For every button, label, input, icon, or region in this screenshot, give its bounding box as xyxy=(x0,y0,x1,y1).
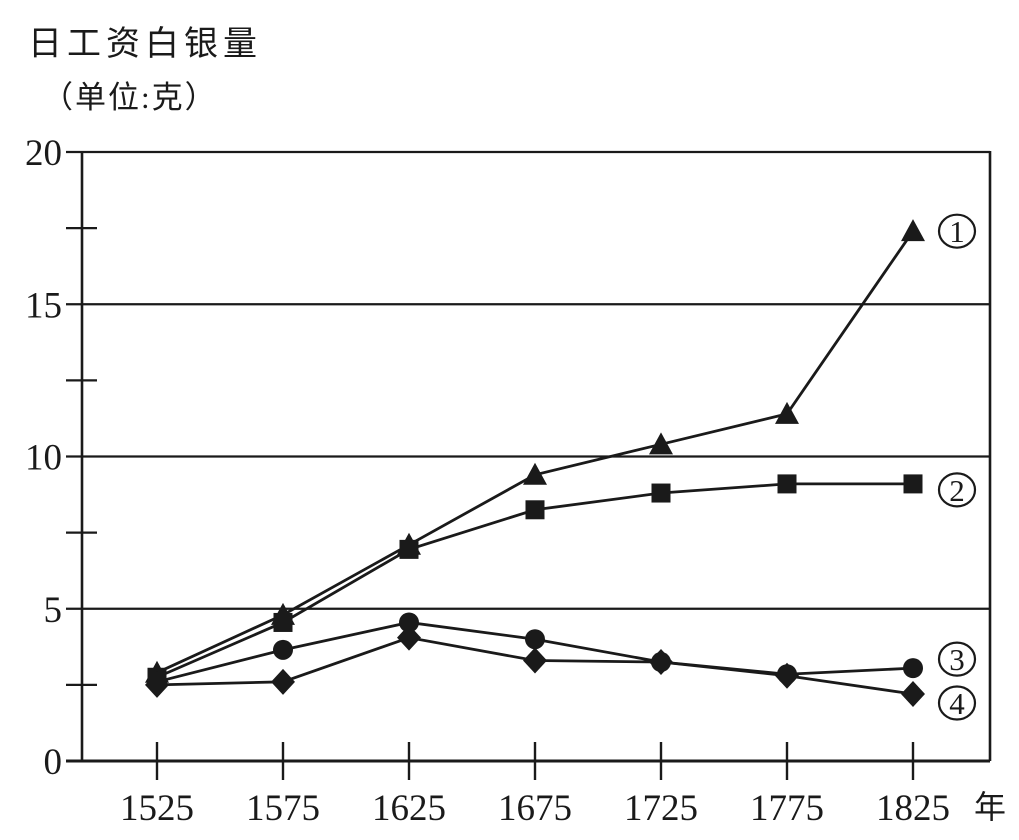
y-tick-label-5: 5 xyxy=(44,590,63,631)
x-tick-label-1825: 1825 xyxy=(876,788,950,829)
y-tick-label-10: 10 xyxy=(25,438,62,479)
y-tick-label-15: 15 xyxy=(25,285,62,326)
y-tick-label-20: 20 xyxy=(25,133,62,174)
square-marker-series-2 xyxy=(777,474,797,494)
series-label-circle-1 xyxy=(937,213,977,249)
x-tick-label-1625: 1625 xyxy=(372,788,446,829)
diamond-marker-series-4 xyxy=(271,668,295,695)
series-label-digit-4: 4 xyxy=(949,686,965,721)
triangle-marker-series-1 xyxy=(649,432,673,455)
x-tick-label-1525: 1525 xyxy=(120,788,194,829)
series-label-digit-1: 1 xyxy=(949,214,965,249)
series-label-circle-2 xyxy=(937,472,977,508)
x-tick-label-1775: 1775 xyxy=(750,788,824,829)
series-line-1 xyxy=(156,230,915,674)
square-marker-series-2 xyxy=(399,539,419,559)
circle-marker-series-3 xyxy=(903,658,923,679)
x-tick-label-1575: 1575 xyxy=(246,788,320,829)
diamond-marker-series-4 xyxy=(523,647,547,674)
x-tick-label-1725: 1725 xyxy=(624,788,698,829)
square-marker-series-2 xyxy=(273,612,293,632)
x-axis-unit-label: 年 xyxy=(974,789,1006,825)
series-label-circle-3 xyxy=(937,641,977,677)
circle-marker-series-3 xyxy=(273,639,293,660)
series-label-digit-3: 3 xyxy=(949,642,965,677)
diamond-marker-series-4 xyxy=(397,624,421,651)
square-marker-series-2 xyxy=(651,483,671,503)
x-tick-label-1675: 1675 xyxy=(498,788,572,829)
diamond-marker-series-4 xyxy=(145,671,169,698)
chart-title: 日工资白银量 xyxy=(28,26,262,63)
square-marker-series-2 xyxy=(903,474,923,494)
diamond-marker-series-4 xyxy=(775,662,799,689)
chart-unit-label: （单位:克） xyxy=(42,80,218,115)
triangle-marker-series-1 xyxy=(775,401,799,424)
diamond-marker-series-4 xyxy=(649,649,673,676)
square-marker-series-2 xyxy=(525,500,545,520)
series-label-circle-4 xyxy=(937,685,977,721)
series-label-digit-2: 2 xyxy=(949,473,965,508)
y-tick-label-0: 0 xyxy=(44,742,63,783)
triangle-marker-series-1 xyxy=(523,462,547,485)
triangle-marker-series-1 xyxy=(901,219,925,242)
diamond-marker-series-4 xyxy=(901,681,925,708)
circle-marker-series-3 xyxy=(399,612,419,633)
circle-marker-series-3 xyxy=(525,629,545,650)
